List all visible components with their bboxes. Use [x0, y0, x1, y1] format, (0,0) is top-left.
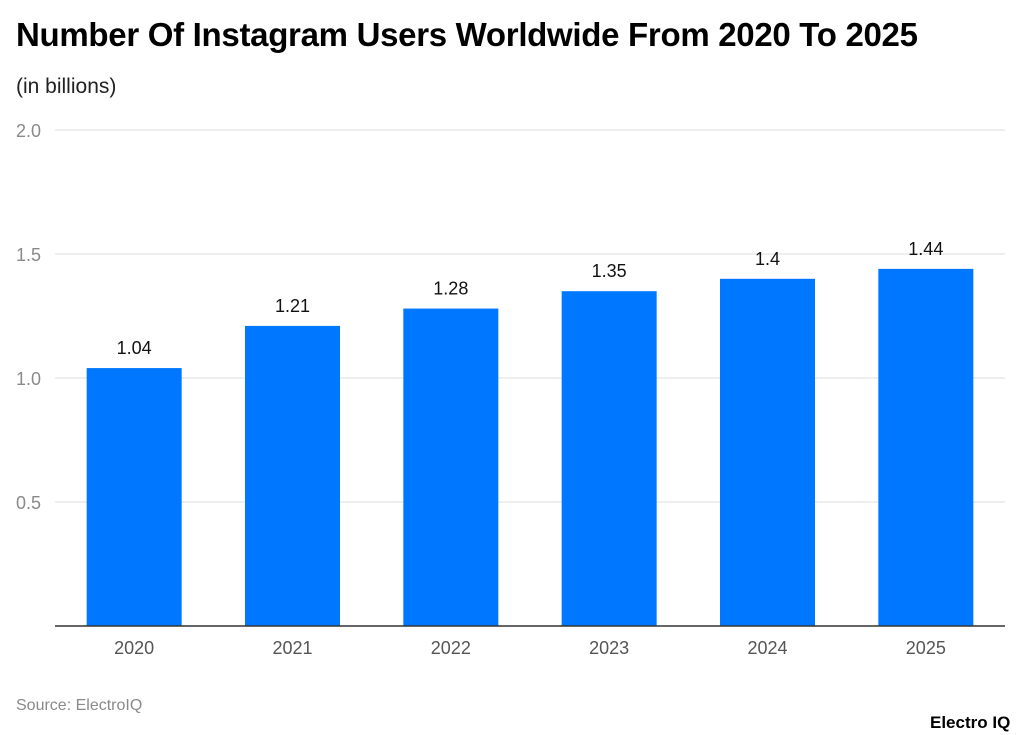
x-tick-label: 2023 [589, 638, 629, 658]
chart-subtitle: (in billions) [16, 75, 117, 98]
data-label: 1.4 [755, 249, 780, 269]
y-tick-label: 1.0 [16, 369, 41, 389]
bar [878, 268, 974, 626]
y-tick-label: 0.5 [16, 493, 41, 513]
data-label: 1.21 [275, 296, 310, 316]
y-tick-label: 2.0 [16, 121, 41, 141]
x-tick-label: 2020 [114, 638, 154, 658]
x-tick-label: 2024 [747, 638, 787, 658]
chart-title: Number Of Instagram Users Worldwide From… [16, 16, 918, 53]
x-tick-label: 2025 [906, 638, 946, 658]
data-label: 1.35 [592, 261, 627, 281]
y-tick-label: 1.5 [16, 245, 41, 265]
bar [86, 368, 182, 626]
x-tick-label: 2022 [431, 638, 471, 658]
bar [561, 291, 657, 626]
data-label: 1.04 [117, 338, 152, 358]
source-note: Source: ElectroIQ [16, 697, 143, 714]
bar [245, 325, 340, 626]
bar [403, 308, 499, 626]
data-label: 1.44 [908, 239, 943, 259]
bar [720, 278, 815, 626]
electroiq-logo: Electro IQ [930, 713, 1011, 732]
x-tick-label: 2021 [272, 638, 312, 658]
data-label: 1.28 [433, 279, 468, 299]
